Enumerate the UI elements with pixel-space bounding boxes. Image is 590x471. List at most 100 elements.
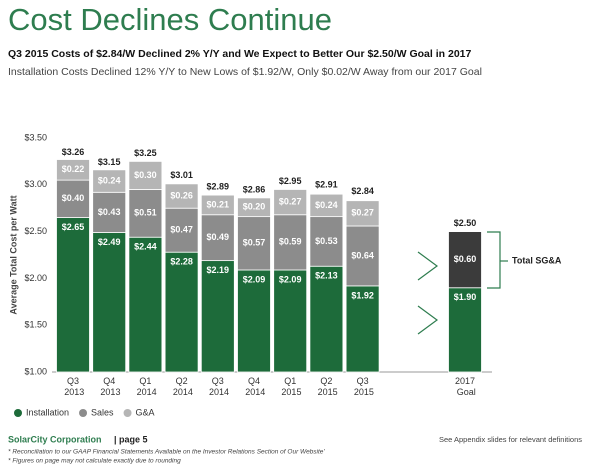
total-label: $3.26: [62, 147, 85, 157]
total-label: $2.50: [454, 218, 477, 228]
bar-segment: [345, 285, 380, 373]
bar-segment: [237, 269, 271, 373]
x-tick-label: 2017 Goal: [454, 376, 476, 397]
bar-segment: [448, 231, 482, 289]
x-tick-label: Q3 2013: [62, 376, 85, 397]
segment-label: $0.22: [62, 164, 85, 174]
footnote: * Reconciliation to our GAAP Financial S…: [8, 449, 325, 456]
legend-swatch: [79, 409, 88, 417]
segment-label: $0.64: [351, 250, 374, 260]
segment-label: $0.57: [243, 238, 266, 248]
y-tick-label: $3.00: [24, 179, 47, 189]
subtitle: Q3 2015 Costs of $2.84/W Declined 2% Y/Y…: [8, 48, 471, 60]
bar-segment: [273, 214, 308, 271]
total-label: $3.25: [134, 148, 157, 158]
bar-segment: [200, 194, 235, 216]
legend-label: Sales: [91, 407, 114, 417]
y-tick-label: $3.50: [24, 132, 47, 142]
total-label: $2.95: [279, 176, 302, 186]
segment-label: $2.44: [134, 242, 157, 252]
bar-segment: [56, 179, 90, 218]
segment-label: $0.47: [170, 225, 193, 235]
title: Cost Declines Continue: [8, 2, 332, 37]
bar-segment: [309, 265, 344, 373]
total-label: $3.01: [170, 170, 193, 180]
segment-label: $0.51: [134, 208, 157, 218]
segment-label: $0.60: [454, 254, 477, 264]
segment-label: $0.21: [207, 199, 230, 209]
segment-label: $0.53: [315, 236, 338, 246]
total-label: $2.89: [207, 181, 230, 191]
legend-label: Installation: [26, 407, 69, 417]
x-tick-label: Q2 2015: [315, 376, 338, 397]
total-label: $2.91: [315, 180, 338, 190]
total-label: $2.86: [243, 184, 266, 194]
segment-label: $0.40: [62, 193, 85, 203]
legend-swatch: [14, 409, 22, 417]
bar-segment: [345, 200, 380, 227]
bar-segment: [200, 260, 235, 373]
y-tick-label: $2.00: [24, 273, 47, 283]
segment-label: $2.49: [98, 237, 121, 247]
legend-swatch: [123, 409, 132, 417]
bar-segment: [128, 236, 163, 373]
segment-label: $0.59: [279, 237, 302, 247]
chevron: [417, 251, 439, 281]
bar-segment: [309, 216, 344, 267]
bar-segment: [448, 287, 482, 373]
x-tick-label: Q1 2015: [279, 376, 302, 397]
bar-segment: [56, 217, 90, 373]
bar-segment: [92, 169, 127, 193]
footer-page: | page 5: [114, 434, 148, 444]
total-label: $2.84: [351, 186, 374, 196]
bar-segment: [237, 197, 271, 218]
bracket: [487, 231, 501, 289]
footnote: * Figures on page may not calculate exac…: [8, 458, 181, 465]
segment-label: $0.24: [315, 200, 338, 210]
bar-segment: [164, 251, 199, 373]
segment-label: $2.28: [170, 257, 193, 267]
segment-label: $0.24: [98, 175, 121, 185]
legend-label: G&A: [136, 407, 155, 417]
y-axis-title: Average Total Cost per Watt: [8, 195, 18, 314]
segment-label: $0.27: [279, 196, 302, 206]
bar-segment: [92, 232, 127, 373]
segment-label: $0.30: [134, 170, 157, 180]
segment-label: $0.49: [207, 232, 230, 242]
bar-segment: [164, 207, 199, 253]
segment-label: $2.13: [315, 271, 338, 281]
footer-company: SolarCity Corporation: [8, 434, 102, 444]
footer-right: See Appendix slides for relevant definit…: [439, 435, 582, 444]
x-tick-label: Q1 2014: [134, 376, 157, 397]
bar-segment: [128, 160, 163, 190]
segment-label: $1.92: [351, 290, 374, 300]
y-tick-label: $1.50: [24, 320, 47, 330]
x-tick-label: Q3 2014: [207, 376, 230, 397]
chevron: [417, 305, 439, 335]
segment-label: $2.09: [279, 274, 302, 284]
subtitle2: Installation Costs Declined 12% Y/Y to N…: [8, 66, 482, 78]
bar-segment: [128, 189, 163, 238]
segment-label: $0.20: [243, 202, 266, 212]
segment-label: $0.26: [170, 190, 193, 200]
y-tick-label: $2.50: [24, 226, 47, 236]
segment-label: $2.19: [207, 265, 230, 275]
bar-segment: [273, 189, 308, 216]
bar-segment: [273, 269, 308, 373]
segment-label: $0.27: [351, 208, 374, 218]
y-tick-label: $1.00: [24, 366, 47, 376]
segment-label: $2.09: [243, 274, 266, 284]
bar-segment: [345, 225, 380, 287]
segment-label: $1.90: [454, 292, 477, 302]
segment-label: $0.43: [98, 207, 121, 217]
bracket-label: Total SG&A: [512, 255, 562, 265]
x-tick-label: Q4 2013: [98, 376, 121, 397]
total-label: $3.15: [98, 157, 121, 167]
bar-segment: [92, 191, 127, 233]
x-tick-label: Q3 2015: [351, 376, 374, 397]
bar-segment: [56, 159, 90, 181]
bar-segment: [164, 183, 199, 209]
segment-label: $2.65: [62, 222, 85, 232]
bar-segment: [309, 193, 344, 218]
